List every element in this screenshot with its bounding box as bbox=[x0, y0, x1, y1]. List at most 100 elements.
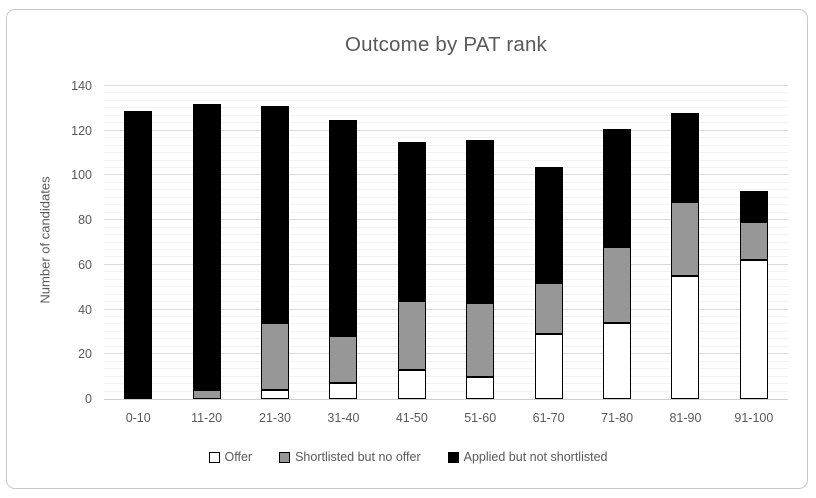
minor-gridline bbox=[104, 248, 788, 250]
legend-label: Offer bbox=[224, 450, 253, 464]
major-gridline bbox=[104, 353, 788, 355]
segment-shortlisted-but-no-offer bbox=[534, 282, 563, 335]
minor-gridline bbox=[104, 293, 788, 295]
legend-swatch-applied-but-not-shortlisted bbox=[447, 451, 459, 463]
x-axis-tick-labels: 0-10 11-20 21-30 31-40 41-50 51-60 61-70 71-80 8… bbox=[104, 411, 788, 425]
minor-gridline bbox=[104, 226, 788, 228]
minor-gridline bbox=[104, 241, 788, 243]
major-gridline bbox=[104, 129, 788, 131]
x-tick-label: 31-40 bbox=[327, 411, 360, 425]
plot-area bbox=[104, 85, 788, 400]
bar-slot-41-50 bbox=[378, 86, 446, 399]
bar-slot-21-30 bbox=[241, 86, 309, 399]
segment-offer bbox=[603, 323, 632, 399]
minor-gridline bbox=[104, 189, 788, 191]
segment-applied-but-not-shortlisted bbox=[466, 139, 495, 303]
segment-applied-but-not-shortlisted bbox=[603, 128, 632, 247]
bar-slot-81-90 bbox=[651, 86, 719, 399]
minor-gridline bbox=[104, 152, 788, 154]
bars-container bbox=[104, 86, 788, 399]
minor-gridline bbox=[104, 383, 788, 385]
minor-gridline bbox=[104, 368, 788, 370]
y-tick-label: 0 bbox=[85, 392, 92, 406]
legend-item-applied-but-not-shortlisted: Applied but not shortlisted bbox=[447, 450, 608, 464]
minor-gridline bbox=[104, 338, 788, 340]
y-tick-label: 100 bbox=[71, 168, 92, 183]
bar-slot-31-40 bbox=[309, 86, 377, 399]
segment-offer bbox=[329, 383, 358, 399]
segment-offer bbox=[397, 369, 426, 399]
legend-label: Applied but not shortlisted bbox=[463, 450, 608, 464]
stacked-bar-11-20 bbox=[192, 103, 221, 399]
chart-title: Outcome by PAT rank bbox=[344, 33, 548, 56]
stacked-bar-81-90 bbox=[671, 112, 700, 399]
minor-gridline bbox=[104, 234, 788, 236]
legend-label: Shortlisted but no offer bbox=[295, 450, 421, 464]
y-tick-label: 40 bbox=[78, 302, 92, 317]
stacked-bar-0-10 bbox=[124, 110, 153, 399]
minor-gridline bbox=[104, 390, 788, 392]
x-tick-label: 11-20 bbox=[191, 411, 223, 425]
segment-offer bbox=[261, 390, 290, 399]
major-gridline bbox=[104, 219, 788, 221]
x-tick-label: 61-70 bbox=[532, 411, 565, 425]
minor-gridline bbox=[104, 330, 788, 332]
segment-shortlisted-but-no-offer bbox=[603, 247, 632, 323]
segment-shortlisted-but-no-offer bbox=[671, 202, 700, 277]
minor-gridline bbox=[104, 159, 788, 161]
segment-applied-but-not-shortlisted bbox=[329, 119, 358, 337]
minor-gridline bbox=[104, 181, 788, 183]
stacked-bar-71-80 bbox=[603, 128, 632, 399]
segment-applied-but-not-shortlisted bbox=[261, 106, 290, 323]
y-tick-label: 80 bbox=[78, 213, 92, 228]
minor-gridline bbox=[104, 107, 788, 109]
minor-gridline bbox=[104, 92, 788, 94]
bar-slot-61-70 bbox=[514, 86, 582, 399]
y-tick-label: 120 bbox=[71, 123, 92, 138]
bar-slot-11-20 bbox=[172, 86, 240, 399]
segment-applied-but-not-shortlisted bbox=[124, 110, 153, 399]
minor-gridline bbox=[104, 301, 788, 303]
stacked-bar-41-50 bbox=[397, 141, 426, 399]
legend-item-offer: Offer bbox=[208, 450, 253, 464]
minor-gridline bbox=[104, 196, 788, 198]
x-tick-label: 21-30 bbox=[259, 411, 291, 425]
x-tick-label: 91-100 bbox=[734, 411, 774, 425]
x-tick-label: 41-50 bbox=[395, 411, 428, 425]
minor-gridline bbox=[104, 166, 788, 168]
minor-gridline bbox=[104, 323, 788, 325]
y-tick-label: 20 bbox=[78, 347, 92, 362]
minor-gridline bbox=[104, 114, 788, 116]
bar-slot-71-80 bbox=[583, 86, 651, 399]
legend-swatch-offer bbox=[208, 451, 220, 463]
stacked-bar-91-100 bbox=[739, 191, 768, 399]
major-gridline bbox=[104, 308, 788, 310]
y-tick-label: 60 bbox=[78, 257, 92, 272]
segment-shortlisted-but-no-offer bbox=[329, 336, 358, 384]
major-gridline bbox=[104, 263, 788, 265]
minor-gridline bbox=[104, 375, 788, 377]
legend: Offer Shortlisted but no offer Applied but… bbox=[0, 450, 816, 464]
minor-gridline bbox=[104, 122, 788, 124]
major-gridline bbox=[104, 174, 788, 176]
x-tick-label: 51-60 bbox=[464, 411, 497, 425]
segment-applied-but-not-shortlisted bbox=[397, 141, 426, 301]
segment-offer bbox=[534, 334, 563, 399]
minor-gridline bbox=[104, 345, 788, 347]
minor-gridline bbox=[104, 278, 788, 280]
stacked-bar-51-60 bbox=[466, 139, 495, 399]
segment-applied-but-not-shortlisted bbox=[534, 166, 563, 283]
x-tick-label: 71-80 bbox=[601, 411, 634, 425]
minor-gridline bbox=[104, 271, 788, 273]
x-tick-label: 81-90 bbox=[669, 411, 702, 425]
segment-shortlisted-but-no-offer bbox=[397, 300, 426, 370]
segment-applied-but-not-shortlisted bbox=[739, 191, 768, 223]
bar-slot-51-60 bbox=[446, 86, 514, 399]
minor-gridline bbox=[104, 99, 788, 101]
gridlines bbox=[104, 85, 788, 399]
segment-applied-but-not-shortlisted bbox=[671, 112, 700, 203]
segment-offer bbox=[739, 260, 768, 399]
minor-gridline bbox=[104, 256, 788, 258]
minor-gridline bbox=[104, 316, 788, 318]
